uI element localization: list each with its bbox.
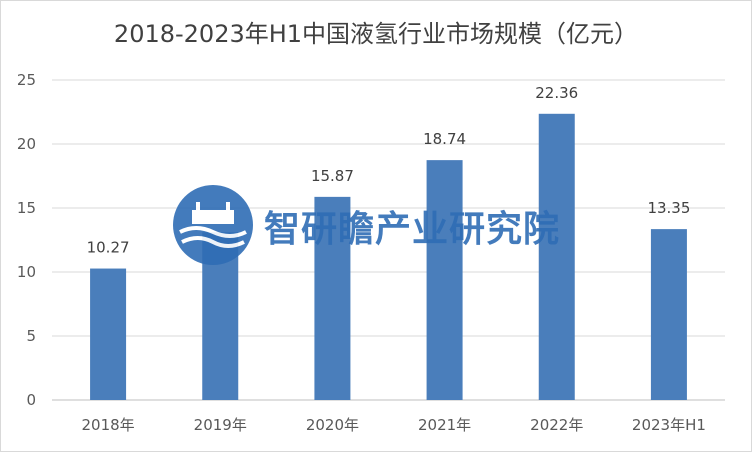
x-tick-label: 2019年 <box>194 416 247 434</box>
x-tick-label: 2023年H1 <box>632 416 706 434</box>
chart-title: 2018-2023年H1中国液氢行业市场规模（亿元） <box>113 20 639 48</box>
data-label: 15.87 <box>311 167 354 185</box>
bar <box>314 196 351 400</box>
y-tick-label: 15 <box>17 199 36 217</box>
data-label: 13.35 <box>647 199 690 217</box>
data-label: 10.27 <box>87 239 130 257</box>
x-tick-label: 2021年 <box>418 416 471 434</box>
x-tick-label: 2022年 <box>530 416 583 434</box>
data-label: 18.74 <box>423 130 466 148</box>
bar <box>538 113 575 401</box>
watermark: 智研瞻产业研究院 <box>168 180 588 270</box>
x-tick-label: 2018年 <box>81 416 134 434</box>
y-tick-label: 0 <box>26 391 36 409</box>
y-tick-label: 5 <box>26 327 36 345</box>
bar <box>426 160 463 400</box>
watermark-text: 智研瞻产业研究院 <box>264 209 561 250</box>
bar <box>90 268 127 400</box>
bar <box>650 229 687 400</box>
data-label: 22.36 <box>535 84 578 102</box>
watermark-logo-icon <box>173 185 253 265</box>
y-tick-label: 10 <box>17 263 36 281</box>
y-tick-label: 25 <box>17 71 36 89</box>
x-tick-label: 2020年 <box>306 416 359 434</box>
y-tick-label: 20 <box>17 135 36 153</box>
